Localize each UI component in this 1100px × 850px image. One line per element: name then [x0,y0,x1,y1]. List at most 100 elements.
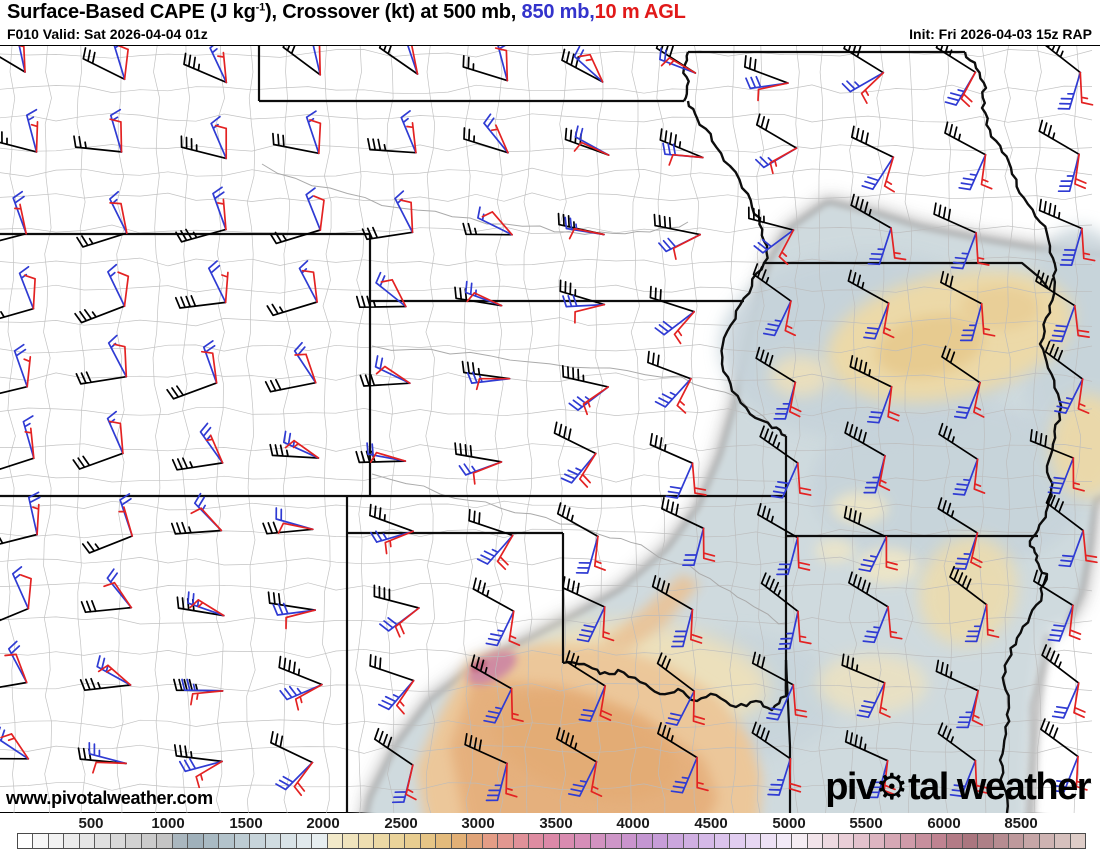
wind-barb-station [0,190,28,242]
cape-scale-cell [420,834,437,848]
wind-barb-station [1029,429,1085,495]
wind-barb-station [649,432,707,499]
wind-barb-station [373,727,417,804]
wind-barb-station [79,655,132,692]
wind-barb-station [282,46,322,76]
wind-barb-station [81,493,134,554]
cape-scale-cell [528,834,545,848]
weather-map: www.pivotalweather.com piv⚙tal weather [0,45,1100,814]
cape-scale-cell [95,834,111,848]
wind-barb-station [1044,340,1090,414]
wind-barb-station [841,46,885,104]
wind-barb-station [655,46,697,74]
wind-barb-station [359,355,411,387]
wind-barb-station [850,193,907,266]
cape-scale-cell [296,834,313,848]
wind-barb-station [72,410,124,470]
cape-scale-tick: 4500 [694,815,728,832]
cape-scale-cell [838,834,855,848]
wind-barb-station [0,415,35,471]
wind-barb-station [661,497,716,566]
cape-scale-tick: 2500 [384,815,418,832]
cape-scale-cell [668,834,684,848]
wind-barb-station [565,650,613,722]
wind-barb-station [80,568,133,614]
wind-barb-station [562,576,615,643]
cape-scale-cell [854,834,870,848]
gear-icon: ⚙ [875,766,908,808]
cape-scale-cell [730,834,746,848]
cape-scale-cell [1039,834,1056,848]
cape-scale-tick: 3000 [461,815,495,832]
cape-color-scale: 500 1000 1500 2000 2500 3000 3500 4000 4500 5000 5… [0,813,1100,850]
wind-barb-station [561,364,610,416]
wind-barb-station [0,726,30,760]
cape-scale-tick: 5500 [849,815,883,832]
wind-barb-station [847,269,895,340]
cape-scale-cell [389,834,406,848]
cape-scale-cell [172,834,189,848]
wind-barb-station [270,730,314,797]
wind-barb-station [173,744,223,789]
wind-barb-station [935,46,977,108]
cape-scale-cell [126,834,142,848]
cape-scale-cell [405,834,421,848]
cape-scale-cell [451,834,468,848]
wind-barb-station [373,584,420,638]
wind-barb-station [935,659,984,729]
wind-barb-station [844,421,891,494]
cape-scale-cell [1024,834,1040,848]
wind-barb-station [369,654,415,715]
wind-barb-station [176,591,225,617]
cape-scale-cell [513,834,529,848]
wind-barb-station [760,572,812,650]
wind-barb-station [367,110,417,154]
wind-barb-station [0,265,36,320]
wind-barb-station [752,263,797,337]
wind-barb-station [841,653,891,719]
cape-scale-tick: 1500 [229,815,263,832]
wind-barb-station [462,206,513,236]
wind-barb-station [941,345,985,419]
wind-barb-station [1045,46,1094,110]
wind-barb-station [933,202,990,270]
wind-barb-station [557,212,605,240]
wind-barb-station [553,421,597,488]
cape-scale-tick: 4000 [616,815,650,832]
cape-scale-cell [637,834,653,848]
wind-barb-station [657,722,709,794]
cape-scale-cell [482,834,499,848]
wind-barb-station [170,492,223,535]
wind-barb-station [755,346,802,420]
cape-scale-cell [498,834,514,848]
wind-barb-station [849,355,900,424]
wind-barb-station [0,343,32,395]
wind-barb-station [0,108,39,153]
wind-barb-station [649,285,696,345]
cape-scale-cell [916,834,932,848]
wind-barb-station [264,341,317,393]
cape-scale-cell [807,834,824,848]
title-segment: Surface-Based CAPE (J kg [7,1,256,23]
wind-barb-station [180,115,228,160]
cape-scale-tick: 5000 [772,815,806,832]
valid-time-label: F010 Valid: Sat 2026-04-04 01z [7,26,208,42]
wind-barb-station [843,505,898,573]
wind-barb-station [1035,269,1090,343]
cape-scale-cell [188,834,204,848]
cape-scale-tick: 500 [78,815,104,832]
wind-barb-station [468,508,514,571]
wind-barb-station [659,128,704,166]
wind-barb-station [944,121,993,191]
map-canvas [0,46,1100,814]
cape-scale-cell [374,834,390,848]
cape-scale-cell [575,834,591,848]
cape-scale-cell [141,834,158,848]
logo-prefix: piv [825,766,877,808]
wind-barb-station [653,213,702,260]
wind-barb-station [0,640,28,688]
wind-barb-station [0,46,26,73]
wind-barb-station [751,651,808,721]
cape-scale-cell [265,834,282,848]
